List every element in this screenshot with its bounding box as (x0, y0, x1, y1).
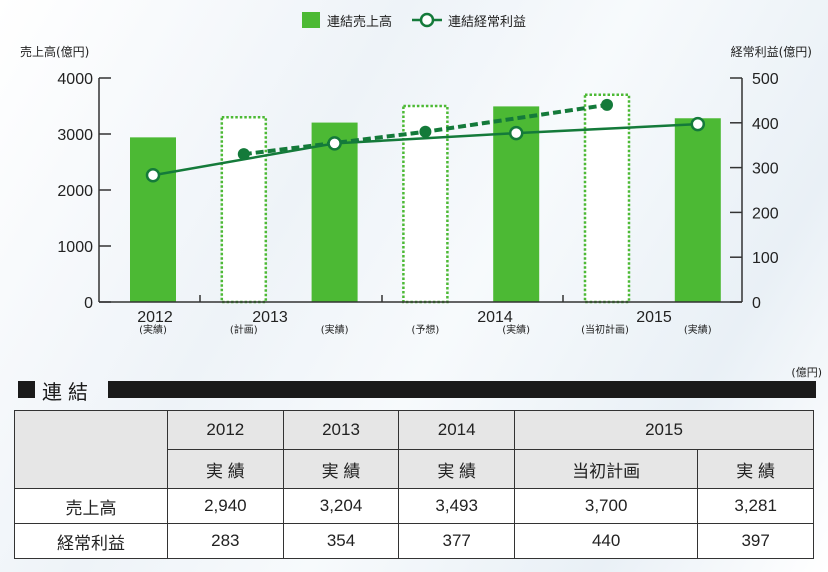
year-2012: 2012 (167, 410, 284, 450)
results-table: 2012 2013 2014 2015 実 績 実 績 実 績 当初計画 実 績… (14, 410, 814, 559)
subheader: 実 績 (398, 449, 516, 489)
cell: 354 (282, 523, 400, 559)
year-2014: 2014 (398, 410, 516, 450)
profit-actual-point (145, 167, 161, 183)
right-axis-title: 経常利益(億円) (731, 45, 812, 59)
category-label: (計画) (230, 323, 258, 336)
table-row-profit: 経常利益 283 354 377 440 397 (14, 523, 814, 559)
left-tick-label: 1000 (57, 239, 93, 256)
right-tick-label: 0 (752, 295, 761, 312)
year-2013: 2013 (282, 410, 400, 450)
profit-plan-point (601, 98, 613, 111)
sales-bar-plan (220, 115, 268, 304)
profit-plan-point (419, 125, 432, 138)
right-tick-label: 300 (752, 161, 779, 178)
cell: 440 (514, 523, 699, 559)
category-label: (実績) (139, 323, 167, 336)
table-row-sales: 売上高 2,940 3,204 3,493 3,700 3,281 (14, 488, 814, 524)
profit-actual-point (508, 125, 524, 141)
year-label: 2014 (477, 309, 513, 326)
profit-actual-point (690, 116, 706, 132)
sales-bar-plan (583, 93, 631, 304)
left-tick-label: 3000 (57, 127, 93, 144)
category-label: (実績) (684, 323, 712, 336)
subheader: 当初計画 (514, 449, 699, 489)
sales-bar-actual (311, 122, 358, 303)
section-title: 連結 (42, 380, 94, 404)
sales-bar-actual (130, 137, 176, 302)
legend-sales-label: 連結売上高 (327, 14, 392, 29)
year-label: 2015 (636, 309, 672, 326)
cell: 3,493 (398, 488, 516, 524)
section-header: 連結 (16, 378, 816, 404)
left-tick-label: 2000 (57, 183, 93, 200)
cell: 283 (167, 523, 284, 559)
year-label: 2013 (252, 309, 288, 326)
right-tick-label: 500 (752, 71, 779, 88)
year-label: 2012 (137, 309, 173, 326)
legend-marker-icon (419, 12, 435, 28)
right-tick-label: 200 (752, 205, 779, 222)
year-header-row: 2012 2013 2014 2015 (14, 410, 814, 489)
category-label: (実績) (321, 323, 349, 336)
legend-profit-label: 連結経常利益 (448, 14, 526, 29)
left-tick-label: 0 (84, 295, 93, 312)
sales-bar-actual (674, 118, 721, 302)
legend-bar-swatch (302, 12, 320, 28)
row-label: 経常利益 (14, 523, 168, 559)
subheader: 実 績 (167, 449, 284, 489)
left-axis-title: 売上高(億円) (20, 44, 89, 59)
profit-actual-point (327, 136, 342, 151)
year-2015: 2015 (514, 410, 814, 450)
cell: 3,204 (282, 488, 400, 524)
corner-cell (14, 410, 168, 489)
section-square-icon (18, 381, 35, 398)
cell: 3,281 (697, 488, 814, 524)
subheader: 実 績 (697, 449, 814, 489)
cell: 3,700 (514, 488, 699, 524)
cell: 397 (697, 523, 814, 559)
left-tick-label: 4000 (57, 71, 93, 88)
category-label: (実績) (502, 323, 530, 336)
category-label: (当初計画) (581, 323, 629, 336)
subheader: 実 績 (282, 449, 400, 489)
row-label: 売上高 (14, 488, 168, 524)
unit-note: (億円) (791, 366, 822, 379)
cell: 2,940 (167, 488, 284, 524)
subheader-row: 実 績 実 績 実 績 当初計画 実 績 (15, 449, 814, 489)
profit-plan-point (237, 148, 250, 161)
right-tick-label: 400 (752, 116, 779, 133)
category-label: (予想) (411, 323, 439, 336)
section-rule (108, 381, 816, 398)
cell: 377 (398, 523, 516, 559)
right-tick-label: 100 (752, 250, 779, 267)
